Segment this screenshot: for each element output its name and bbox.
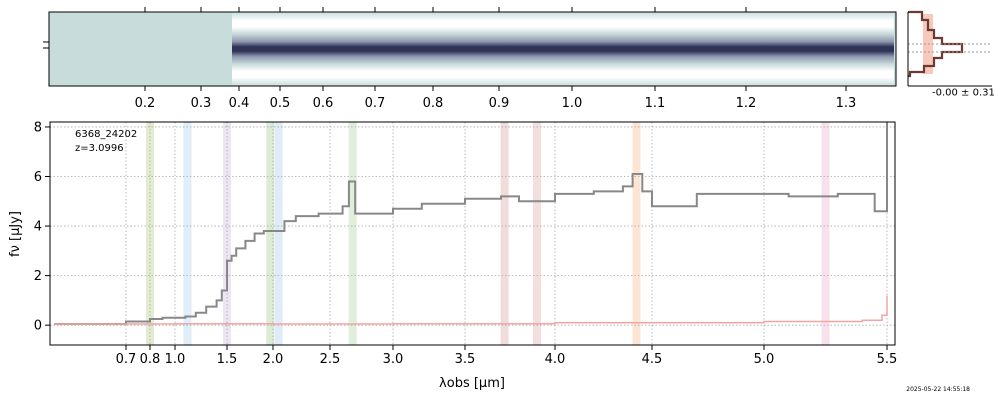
y-tick-label: 6 [34,170,42,185]
spectrum-2d-xtick-label: 1.2 [736,96,757,111]
object-id: 6368_24202 [75,129,137,140]
x-tick-label: 2.5 [320,352,341,367]
spectrum-2d-xtick-label: 0.4 [229,96,250,111]
spectrum-2d-xtick-label: 0.3 [191,96,212,111]
error-series [54,295,888,325]
emission-band [533,122,541,345]
spectrum-2d-xtick-label: 0.6 [313,96,334,111]
spectrum-2d-xtick-label: 0.8 [423,96,444,111]
spectrum-1d-panel: 0 2 4 6 8 0.7 0.8 1.0 1.5 2.0 2.5 3.0 3.5 4.0 4.5 5.0 5… [8,120,970,393]
spectrum-2d-panel: 0.2 0.3 0.4 0.5 0.6 0.7 0.8 0.9 1.0 1.1 1.2 1.3 [43,7,897,111]
spectrum-2d-xtick-label: 0.7 [365,96,386,111]
y-tick-label: 4 [34,220,42,235]
emission-band [266,122,275,345]
x-tick-label: 0.8 [140,352,161,367]
plot-frame [49,121,896,346]
profile-panel: -0.00 ± 0.31 [907,10,995,98]
spectrum-2d-xtick-label: 1.3 [836,96,857,111]
emission-band [274,122,283,345]
emission-band [183,122,192,345]
x-tick-label: 2.0 [263,352,284,367]
emission-band [348,122,357,345]
emission-band [146,122,154,345]
series-lines [54,122,888,325]
x-axis-label: λobs [μm] [439,376,505,391]
emission-band [500,122,509,345]
emission-band [223,122,231,345]
profile-annotation: -0.00 ± 0.31 [932,87,995,98]
spectrum-2d-xtick-label: 1.0 [562,96,583,111]
x-tick-label: 4.5 [642,352,663,367]
profile-line [908,10,964,78]
x-tick-label: 3.0 [383,352,404,367]
spectrum-2d-xticks: 0.2 0.3 0.4 0.5 0.6 0.7 0.8 0.9 1.0 1.1 1.2 1.3 [135,7,857,111]
x-tick-label: 5.0 [754,352,775,367]
x-axis: 0.7 0.8 1.0 1.5 2.0 2.5 3.0 3.5 4.0 4.5 5.0 5.5 [116,345,898,367]
grid-lines [50,122,895,345]
y-axis-label: fν [μJy] [8,211,23,257]
emission-band [821,122,830,345]
spectrum-2d-xtick-label: 0.9 [489,96,510,111]
spectrum-2d-trace [232,12,894,86]
y-axis: 0 2 4 6 8 [34,120,50,334]
emission-bands [146,122,830,345]
flux-series [54,122,888,325]
x-tick-label: 1.5 [217,352,238,367]
y-tick-label: 2 [34,269,42,284]
x-tick-label: 1.0 [165,352,186,367]
spectrum-2d-frame [48,11,897,87]
x-tick-label: 4.0 [545,352,566,367]
spectrum-2d-xtick-label: 0.5 [270,96,291,111]
x-tick-label: 5.5 [877,352,898,367]
y-tick-label: 8 [34,120,42,135]
timestamp: 2025-05-22 14:55:18 [906,386,970,393]
spectrum-2d-xtick-label: 1.1 [645,96,666,111]
x-tick-label: 0.7 [116,352,137,367]
redshift-label: z=3.0996 [75,143,124,154]
x-tick-label: 3.5 [455,352,476,367]
spectrum-2d-xtick-label: 0.2 [135,96,156,111]
emission-band [632,122,641,345]
y-tick-label: 0 [34,319,42,334]
